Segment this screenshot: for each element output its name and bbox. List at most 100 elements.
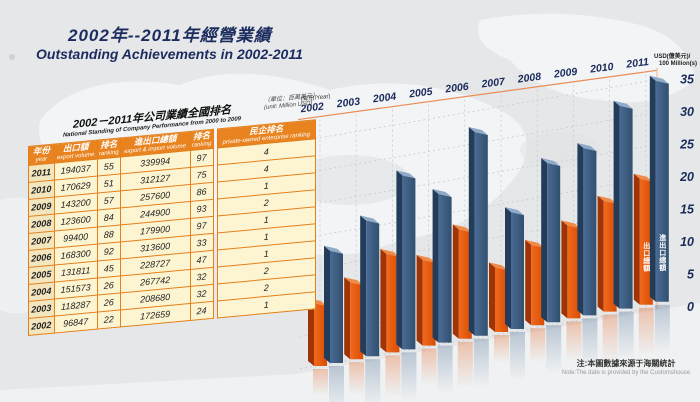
export-bar-2007-reflection xyxy=(494,335,509,363)
export-bar-2008 xyxy=(525,239,546,362)
table-body: 2011 194037 55 339994 97 4 2010 170629 51 312127 7… xyxy=(28,138,316,336)
total-bar-2004 xyxy=(396,170,417,401)
y-tick-label: 25 xyxy=(679,138,695,152)
total-bar-2006 xyxy=(468,126,489,387)
total-bar-2002-top xyxy=(324,245,343,254)
total-bar-2004-front xyxy=(402,175,416,350)
total-bar-2003-side xyxy=(360,215,367,357)
export-bar-2010-top xyxy=(597,195,617,204)
export-bar-2008-front xyxy=(531,244,545,326)
total-bar-2008-top xyxy=(541,158,561,167)
total-bar-2005-front xyxy=(438,193,452,343)
total-bar-2002-reflection xyxy=(329,366,344,402)
export-bar-2002 xyxy=(308,298,328,396)
total-bar-2003 xyxy=(360,215,381,402)
export-bar-2002-front xyxy=(314,303,327,366)
source-note-en: Note:The date is provided by the Customs… xyxy=(561,370,691,376)
total-bar-2011-top xyxy=(649,75,669,84)
year-label-2011: 2011 xyxy=(625,56,650,71)
export-bar-2011-top xyxy=(633,173,653,182)
export-bar-caption: 出口總額 xyxy=(642,241,650,273)
export-bar-2005-top xyxy=(416,254,436,263)
total-bar-2003-front xyxy=(366,220,380,357)
year-label-2005: 2005 xyxy=(408,86,434,101)
export-bar-2003 xyxy=(344,277,365,395)
export-bar-2003-side xyxy=(344,277,351,360)
export-bar-2007-front xyxy=(495,267,508,332)
total-bar-2009-top xyxy=(577,142,597,151)
total-bar-2005 xyxy=(432,188,453,394)
total-bar-2011-reflection xyxy=(654,304,670,353)
value-cell: 24 xyxy=(190,301,214,321)
y-tick-label: 20 xyxy=(679,170,694,184)
export-bar-2011 xyxy=(633,173,654,356)
total-bar-2009-side xyxy=(577,142,584,316)
total-bar-2011 xyxy=(649,75,670,353)
export-bar-2005-front xyxy=(422,259,436,346)
export-bar-2006 xyxy=(452,224,473,388)
export-bar-2003-front xyxy=(350,282,364,360)
ranking-table-section: 2002－2011年公司業績全國排名 National Standing of … xyxy=(28,93,318,336)
export-bar-2011-reflection xyxy=(638,307,654,356)
year-cell: 2002 xyxy=(28,316,55,336)
axis-unit-label: 100 Million(s) xyxy=(659,61,697,67)
total-bar-2003-reflection xyxy=(365,359,381,402)
export-bar-2005 xyxy=(416,254,437,385)
export-bar-2006-top xyxy=(452,224,472,233)
total-bar-2008-front xyxy=(547,163,561,323)
total-bar-2004-reflection xyxy=(401,352,417,401)
year-label-2009: 2009 xyxy=(552,66,578,81)
map-landmass-america xyxy=(478,13,695,103)
export-bar-2009-side xyxy=(561,220,568,319)
export-bar-2004-reflection xyxy=(385,355,401,397)
export-bar-2007-top xyxy=(489,262,508,271)
export-bar-2011-front xyxy=(639,178,653,305)
page-title-zh: 2002年--2011年經營業績 xyxy=(68,26,272,45)
y-tick-label: 10 xyxy=(680,235,694,249)
export-bar-2004 xyxy=(380,248,401,397)
year-label-2006: 2006 xyxy=(444,81,470,96)
total-bar-2005-top xyxy=(432,188,452,197)
total-bar-2003-top xyxy=(360,215,380,224)
performance-table: 年份 year 出口額 export volume 排名 ranking 進出口總額 expo… xyxy=(28,119,316,336)
export-bar-2008-reflection xyxy=(530,328,546,362)
year-label-2003: 2003 xyxy=(335,96,361,111)
source-note: 注:本圖數據來源于海關統計 Note:The date is provided … xyxy=(550,358,700,376)
export-bar-2004-top xyxy=(380,248,400,257)
export-bar-2006-side xyxy=(452,224,459,339)
total-bar-2011-side xyxy=(649,75,656,302)
export-bar-2002-side xyxy=(308,298,314,366)
source-note-zh: 注:本圖數據來源于海關統計 xyxy=(576,359,676,368)
total-bar-2004-top xyxy=(396,170,416,179)
total-bar-2008-reflection xyxy=(546,325,562,374)
page-title: 2002年--2011年經營業績 Outstanding Achievement… xyxy=(36,26,303,62)
total-bar-2007 xyxy=(505,207,525,380)
total-bar-2004-side xyxy=(396,170,403,350)
axis-unit-label: USD(億美元)/ xyxy=(654,52,691,60)
export-bar-2005-side xyxy=(416,254,423,346)
total-bar-2006-front xyxy=(474,131,488,336)
year-axis-caption: (年份/Year) xyxy=(300,92,331,104)
total-bar-2007-side xyxy=(505,207,511,329)
total-bar-2005-reflection xyxy=(437,345,453,394)
export-bar-2003-reflection xyxy=(349,362,365,395)
total-bar-2008-side xyxy=(541,158,548,323)
total-bar-2010-side xyxy=(613,100,620,309)
total-bar-2010-front xyxy=(619,105,633,309)
export-bar-2007 xyxy=(489,262,509,363)
export-bar-2011-side xyxy=(633,173,640,305)
year-label-2007: 2007 xyxy=(480,76,507,91)
value-cell: 22 xyxy=(97,310,121,330)
total-bar-2007-front xyxy=(511,212,524,329)
y-tick-label: 15 xyxy=(680,203,695,217)
year-label-2010: 2010 xyxy=(589,61,615,76)
export-bar-2005-reflection xyxy=(421,348,437,385)
total-bar-2010-reflection xyxy=(618,311,634,360)
total-bar-2009-front xyxy=(583,147,597,316)
y-tick-label: 5 xyxy=(687,268,695,282)
total-bar-2010-top xyxy=(613,100,633,109)
export-bar-2004-front xyxy=(386,253,400,353)
gridline-h xyxy=(299,79,658,142)
